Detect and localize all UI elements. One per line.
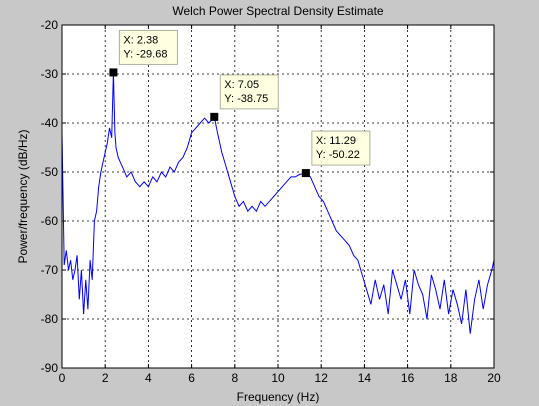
data-tip-marker (301, 169, 310, 178)
x-tick-label: 6 (188, 371, 195, 385)
data-tip-x-label: X: 7.05 (224, 79, 259, 91)
data-tip-marker (109, 68, 118, 77)
y-tick-label: -40 (41, 116, 59, 130)
x-tick-label: 8 (231, 371, 238, 385)
x-tick-label: 10 (271, 371, 285, 385)
x-tick-label: 18 (444, 371, 458, 385)
y-tick-label: -30 (41, 67, 59, 81)
x-tick-label: 20 (487, 371, 501, 385)
data-tip-box (219, 74, 279, 110)
data-tip-box (118, 29, 178, 65)
x-tick-label: 16 (401, 371, 415, 385)
x-tick-label: 14 (358, 371, 372, 385)
plot-frame (61, 24, 495, 369)
data-tip-y-label: Y: -50.22 (316, 149, 360, 161)
x-axis-label: Frequency (Hz) (237, 390, 320, 404)
y-tick-label: -70 (41, 263, 59, 277)
x-tick-label: 4 (145, 371, 152, 385)
x-tick-label: 12 (315, 371, 329, 385)
data-tip-x-label: X: 2.38 (123, 34, 158, 46)
y-tick-label: -20 (41, 18, 59, 32)
data-tip-y-label: Y: -29.68 (123, 48, 167, 60)
y-tick-label: -60 (41, 214, 59, 228)
data-tip-marker (210, 112, 219, 121)
x-tick-label: 2 (102, 371, 109, 385)
data-tip-y-label: Y: -38.75 (224, 93, 268, 105)
y-tick-label: -50 (41, 165, 59, 179)
psd-series-line (61, 72, 495, 334)
grid-lines (62, 25, 494, 368)
data-tips: X: 2.38 Y: -29.68 X: 7.05 Y: -38.75 X: 11.29… (109, 29, 371, 178)
data-tip-box (311, 130, 371, 166)
series-layer (61, 72, 495, 334)
chart-title: Welch Power Spectral Density Estimate (172, 4, 384, 18)
axes: 0 2 4 6 8 10 12 14 16 18 20 -90 -80 -70 -60 -50 -40 -30 -2… (41, 18, 501, 385)
data-tip-x-label: X: 11.29 (316, 135, 356, 147)
y-tick-label: -80 (41, 312, 59, 326)
x-tick-label: 0 (59, 371, 66, 385)
y-tick-label: -90 (41, 361, 59, 375)
y-axis-label: Power/frequency (dB/Hz) (16, 129, 30, 263)
